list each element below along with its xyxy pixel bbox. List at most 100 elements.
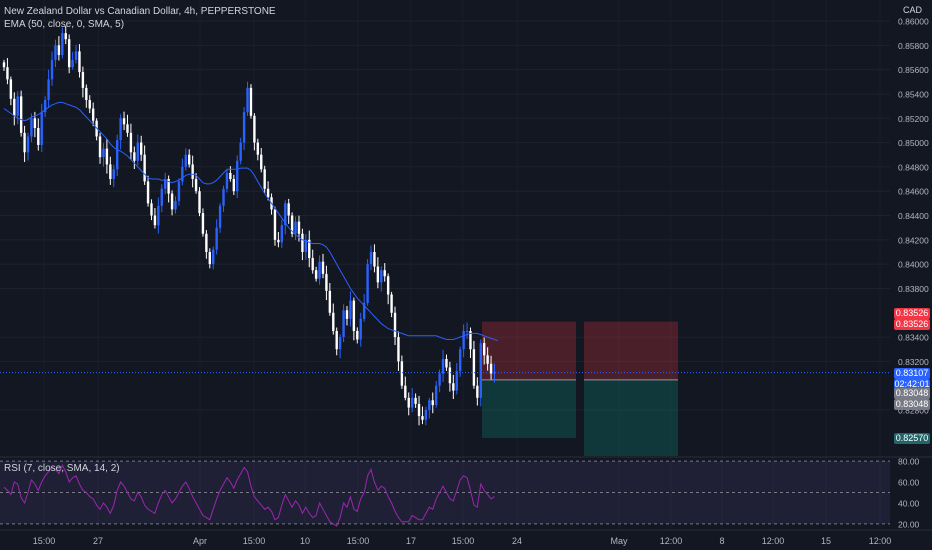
candle-body <box>13 98 16 116</box>
price-tick-label: 0.86000 <box>898 17 929 27</box>
time-tick-label: Apr <box>193 536 207 546</box>
candle-body <box>448 367 452 384</box>
candle-body <box>266 188 270 198</box>
take-profit-zone <box>482 379 576 438</box>
stop-price-badge-2: 0.83526 <box>894 319 930 330</box>
candle-body <box>71 59 74 68</box>
price-tick-label: 0.83200 <box>898 357 929 367</box>
time-tick-label: 8 <box>719 536 724 546</box>
candle-body <box>37 127 40 145</box>
price-tick-label: 0.85800 <box>898 41 929 51</box>
candle-body <box>421 416 424 420</box>
candle-body <box>47 79 50 101</box>
candle-body <box>160 188 163 206</box>
candle-body <box>64 33 67 40</box>
candle-body <box>119 118 122 141</box>
ema-indicator-label[interactable]: EMA (50, close, 0, SMA, 5) <box>4 19 125 30</box>
candle-body <box>164 179 167 189</box>
candle-body <box>472 349 476 386</box>
price-tick-label: 0.84200 <box>898 235 929 245</box>
candle-body <box>414 397 417 404</box>
time-axis: 15:00 27 Apr 15:00 10 15:00 17 15:00 24 May 12:00 8… <box>0 529 932 546</box>
stop-loss-zone <box>584 321 678 380</box>
candle-body <box>78 51 81 73</box>
price-tick-label: 0.82800 <box>898 406 929 416</box>
stop-loss-zone <box>482 321 576 380</box>
candle-body <box>314 270 318 279</box>
time-tick-label: May <box>610 536 628 546</box>
time-tick-label: 24 <box>512 536 522 546</box>
candle-body <box>362 303 366 319</box>
price-tick-label: 0.84600 <box>898 187 929 197</box>
candle-body <box>462 330 465 350</box>
candle-body <box>383 270 386 277</box>
candle-body <box>67 39 71 68</box>
time-tick-label: 15:00 <box>452 536 475 546</box>
rsi-line <box>3 464 495 527</box>
time-tick-label: 10 <box>300 536 310 546</box>
candle-body <box>50 59 54 80</box>
time-tick-label: 15 <box>821 536 831 546</box>
candle-body <box>489 363 493 374</box>
candle-body <box>410 397 414 408</box>
candle-body <box>212 249 215 265</box>
bar-countdown-badge: 02:42:01 <box>894 379 930 390</box>
time-tick-label: 12:00 <box>660 536 683 546</box>
candle-body <box>431 400 434 406</box>
candle-body <box>352 300 356 331</box>
candle-body <box>16 96 19 116</box>
candle-body <box>342 310 345 338</box>
current-price-badge: 0.83107 <box>894 368 930 379</box>
price-axis: 0.86000 0.85800 0.85600 0.85400 0.85200 0.850… <box>898 17 929 416</box>
price-tick-label: 0.85000 <box>898 138 929 148</box>
candle-body <box>373 251 376 267</box>
candle-body <box>54 45 57 60</box>
candle-body <box>393 312 397 338</box>
candle-body <box>198 191 201 214</box>
candle-body <box>458 349 462 372</box>
candle-body <box>2 62 6 68</box>
candle-body <box>23 132 26 153</box>
price-tick-label: 0.84000 <box>898 260 929 270</box>
candle-body <box>43 100 47 113</box>
rsi-tick-label: 20.00 <box>898 519 920 529</box>
candle-body <box>57 45 61 56</box>
candle-body <box>74 51 78 60</box>
currency-label: CAD <box>902 5 922 15</box>
candle-body <box>170 193 174 210</box>
candle-body <box>308 239 311 259</box>
candle-body <box>167 179 170 194</box>
candle-body <box>140 142 143 155</box>
candle-body <box>191 164 194 180</box>
candle-body <box>325 273 328 291</box>
rsi-tick-label: 60.00 <box>898 478 920 488</box>
time-tick-label: 27 <box>93 536 103 546</box>
candle-body <box>376 266 380 283</box>
candle-body <box>239 142 242 161</box>
candle-body <box>184 154 187 167</box>
candle-body <box>301 233 304 252</box>
candle-body <box>194 179 198 192</box>
candle-body <box>297 221 301 234</box>
candle-body <box>81 72 85 88</box>
candle-body <box>345 310 349 319</box>
candle-body <box>146 181 150 204</box>
candle-body <box>133 152 136 161</box>
candle-body <box>434 385 438 406</box>
time-tick-label: 12:00 <box>762 536 785 546</box>
chart-header: New Zealand Dollar vs Canadian Dollar, 4… <box>4 5 276 31</box>
position-zones[interactable] <box>482 321 678 456</box>
time-tick-label: 15:00 <box>347 536 370 546</box>
price-tick-label: 0.84400 <box>898 211 929 221</box>
candle-body <box>109 164 112 180</box>
candle-body <box>263 169 266 189</box>
candle-body <box>321 261 325 274</box>
take-profit-zone <box>584 379 678 456</box>
symbol-title[interactable]: New Zealand Dollar vs Canadian Dollar, 4… <box>4 6 276 17</box>
rsi-indicator-label[interactable]: RSI (7, close, SMA, 14, 2) <box>4 463 120 474</box>
candle-body <box>311 258 314 271</box>
price-tick-label: 0.85600 <box>898 65 929 75</box>
candle-body <box>338 337 342 350</box>
target-price-badge: 0.82570 <box>894 433 930 444</box>
